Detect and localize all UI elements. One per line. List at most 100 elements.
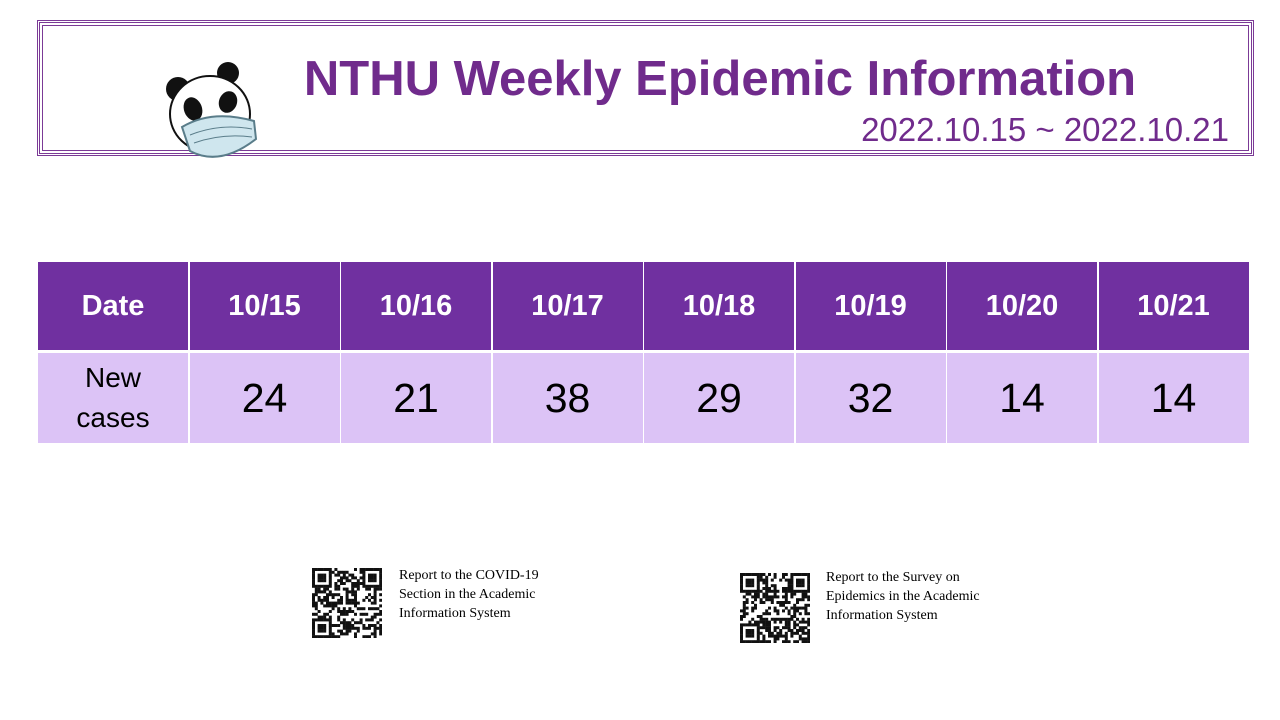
qr-module	[368, 598, 371, 602]
qr-module	[373, 579, 377, 583]
qr-module	[762, 640, 766, 643]
qr-module	[345, 624, 349, 627]
qr-module	[759, 573, 763, 576]
qr-module	[348, 579, 352, 583]
qr-module	[362, 612, 366, 616]
header-cell: 10/17	[492, 262, 643, 350]
qr-module	[317, 615, 321, 619]
qr-module	[782, 575, 785, 579]
qr-module	[790, 615, 794, 618]
qr-module	[787, 629, 791, 632]
qr-module	[756, 578, 760, 582]
qr-module	[354, 576, 357, 580]
qr-module	[351, 582, 355, 585]
qr-module	[742, 640, 746, 643]
qr-module	[354, 621, 357, 625]
qr-module	[751, 601, 755, 604]
qr-module	[748, 589, 752, 593]
qr-module	[807, 640, 810, 643]
qr-module	[745, 612, 749, 616]
qr-module	[370, 618, 374, 622]
data-cell: 24	[189, 353, 340, 443]
qr-module	[373, 624, 377, 627]
qr-module	[354, 582, 357, 585]
qr-module	[359, 570, 363, 574]
qr-module	[312, 570, 315, 574]
qr-module	[334, 568, 338, 571]
qr-module	[762, 592, 766, 596]
qr-module	[326, 596, 329, 599]
qr-module	[773, 575, 777, 579]
qr-module	[323, 629, 327, 633]
qr-module	[773, 617, 777, 621]
qr-module	[773, 589, 777, 593]
qr-module	[320, 584, 324, 588]
qr-module	[376, 621, 380, 625]
cases-table: Date 10/15 10/16 10/17 10/18 10/19 10/20 10/21 N…	[38, 262, 1249, 443]
qr-module	[804, 631, 808, 635]
qr-module	[320, 624, 324, 627]
qr-module	[362, 570, 366, 574]
qr-module	[317, 635, 321, 638]
qr-module	[362, 568, 366, 571]
qr-module	[801, 631, 805, 635]
qr-module	[762, 612, 766, 616]
qr-module	[796, 598, 799, 602]
data-cell: 32	[795, 353, 946, 443]
qr-module	[317, 568, 321, 571]
qr-module	[348, 610, 352, 613]
qr-module	[354, 635, 357, 638]
qr-module	[790, 634, 794, 638]
qr-module	[328, 604, 332, 608]
qr-module	[768, 595, 771, 599]
qr-module	[373, 573, 377, 577]
qr-module	[317, 590, 321, 594]
qr-module	[742, 595, 746, 599]
qr-module	[373, 632, 377, 636]
qr-module	[782, 640, 785, 643]
qr-module	[776, 612, 780, 616]
qr-module	[779, 634, 783, 638]
qr-module	[331, 632, 335, 636]
qr-module	[773, 626, 777, 630]
qr-module	[326, 584, 329, 588]
qr-module	[765, 623, 769, 627]
qr-module	[373, 615, 377, 619]
qr-module	[745, 631, 749, 635]
qr-module	[345, 590, 349, 594]
qr-module	[334, 635, 338, 638]
qr-module	[379, 593, 382, 597]
qr-module	[790, 631, 794, 635]
qr-module	[345, 629, 349, 633]
qr-module	[379, 604, 382, 608]
qr-module	[328, 621, 332, 625]
qr-module	[773, 640, 777, 643]
qr-module	[320, 576, 324, 580]
qr-module	[782, 617, 785, 621]
qr-module	[328, 629, 332, 633]
qr-module	[312, 596, 315, 599]
qr-module	[782, 603, 785, 607]
qr-module	[345, 632, 349, 636]
qr-module	[345, 610, 349, 613]
qr-module	[370, 579, 374, 583]
qr-module	[748, 584, 752, 588]
qr-module	[379, 570, 382, 574]
qr-module	[798, 589, 802, 593]
qr-module	[362, 582, 366, 585]
qr-module	[379, 576, 382, 580]
qr-module	[314, 635, 318, 638]
qr-module	[312, 601, 315, 605]
qr-module	[784, 617, 788, 621]
qr-module	[804, 612, 808, 616]
qr-module	[356, 582, 360, 585]
qr-module	[751, 606, 755, 610]
qr-module	[765, 620, 769, 624]
qr-module	[745, 640, 749, 643]
qr-module	[745, 578, 749, 582]
qr-module	[762, 623, 766, 627]
qr-module	[807, 623, 810, 627]
qr-module	[345, 626, 349, 630]
qr-module	[345, 601, 349, 605]
qr-module	[790, 592, 794, 596]
